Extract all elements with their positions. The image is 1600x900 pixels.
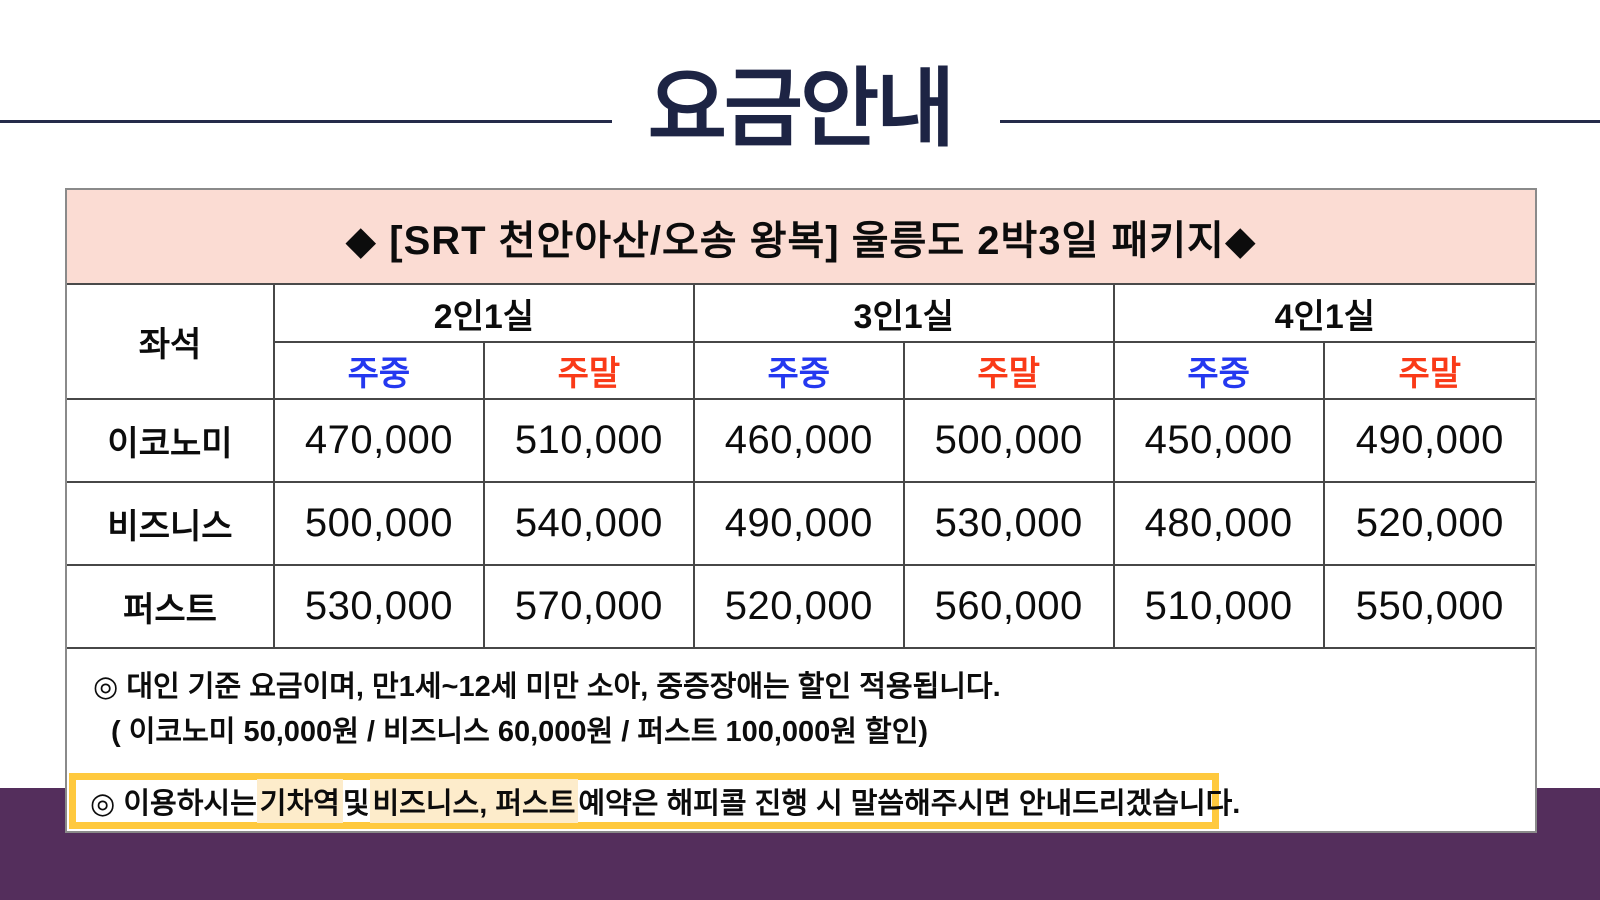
price-cell: 530,000 — [272, 564, 485, 649]
price-cell: 550,000 — [1322, 564, 1535, 649]
seat-label: 퍼스트 — [67, 564, 275, 649]
happycall-callout: ◎ 이용하시는 기차역 및 비즈니스, 퍼스트 예약은 해피콜 진행 시 말씀해… — [69, 773, 1240, 829]
price-panel: ◆ [SRT 천안아산/오송 왕복] 울릉도 2박3일 패키지◆ 좌석 2인1실… — [65, 188, 1537, 833]
callout-text-suffix: 예약은 해피콜 진행 시 말씀해주시면 안내드리겠습니다. — [578, 788, 1241, 820]
price-cell: 470,000 — [272, 398, 485, 483]
column-header-weekday: 주중 — [692, 341, 905, 400]
seat-label: 이코노미 — [67, 398, 275, 483]
price-cell: 460,000 — [692, 398, 905, 483]
price-cell: 520,000 — [1322, 481, 1535, 566]
price-cell: 500,000 — [272, 481, 485, 566]
title-rule-left — [0, 120, 612, 123]
column-header-weekday: 주중 — [1112, 341, 1325, 400]
column-header-room-4: 4인1실 — [1112, 285, 1535, 343]
note-adult-pricing: ◎ 대인 기준 요금이며, 만1세~12세 미만 소아, 중증장애는 할인 적용… — [93, 671, 1001, 703]
callout-text-prefix: ◎ 이용하시는 — [90, 788, 257, 820]
page-title: 요금안내 — [647, 61, 955, 157]
callout-highlight-classes: 비즈니스, 퍼스트 — [369, 779, 579, 823]
column-header-room-2: 2인1실 — [272, 285, 695, 343]
price-cell: 530,000 — [902, 481, 1115, 566]
price-cell: 570,000 — [482, 564, 695, 649]
table-row-business: 비즈니스 500,000 540,000 490,000 530,000 480… — [67, 481, 1535, 566]
price-cell: 510,000 — [1112, 564, 1325, 649]
price-cell: 540,000 — [482, 481, 695, 566]
notes-section: ◎ 대인 기준 요금이며, 만1세~12세 미만 소아, 중증장애는 할인 적용… — [67, 649, 1535, 755]
price-cell: 480,000 — [1112, 481, 1325, 566]
column-header-seat: 좌석 — [67, 285, 275, 400]
price-table: 좌석 2인1실 3인1실 4인1실 주중 주말 주중 주말 주중 주말 이코노미… — [67, 285, 1535, 649]
column-header-room-3: 3인1실 — [692, 285, 1115, 343]
price-cell: 490,000 — [1322, 398, 1535, 483]
price-cell: 510,000 — [482, 398, 695, 483]
column-header-weekend: 주말 — [482, 341, 695, 400]
price-cell: 560,000 — [902, 564, 1115, 649]
title-rule-right — [1000, 120, 1600, 123]
table-row-economy: 이코노미 470,000 510,000 460,000 500,000 450… — [67, 398, 1535, 483]
seat-label: 비즈니스 — [67, 481, 275, 566]
callout-highlight-station: 기차역 — [256, 779, 343, 823]
column-header-weekday: 주중 — [273, 341, 485, 400]
table-row-first: 퍼스트 530,000 570,000 520,000 560,000 510,… — [67, 564, 1535, 649]
price-cell: 520,000 — [692, 564, 905, 649]
package-title-banner: ◆ [SRT 천안아산/오송 왕복] 울릉도 2박3일 패키지◆ — [67, 190, 1535, 285]
price-cell: 450,000 — [1112, 398, 1325, 483]
price-cell: 500,000 — [902, 398, 1115, 483]
note-discount-amounts: ( 이코노미 50,000원 / 비즈니스 60,000원 / 퍼스트 100,… — [111, 715, 929, 748]
callout-text-middle: 및 — [342, 788, 370, 820]
column-header-weekend: 주말 — [1322, 341, 1535, 400]
price-cell: 490,000 — [692, 481, 905, 566]
column-header-weekend: 주말 — [902, 341, 1115, 400]
